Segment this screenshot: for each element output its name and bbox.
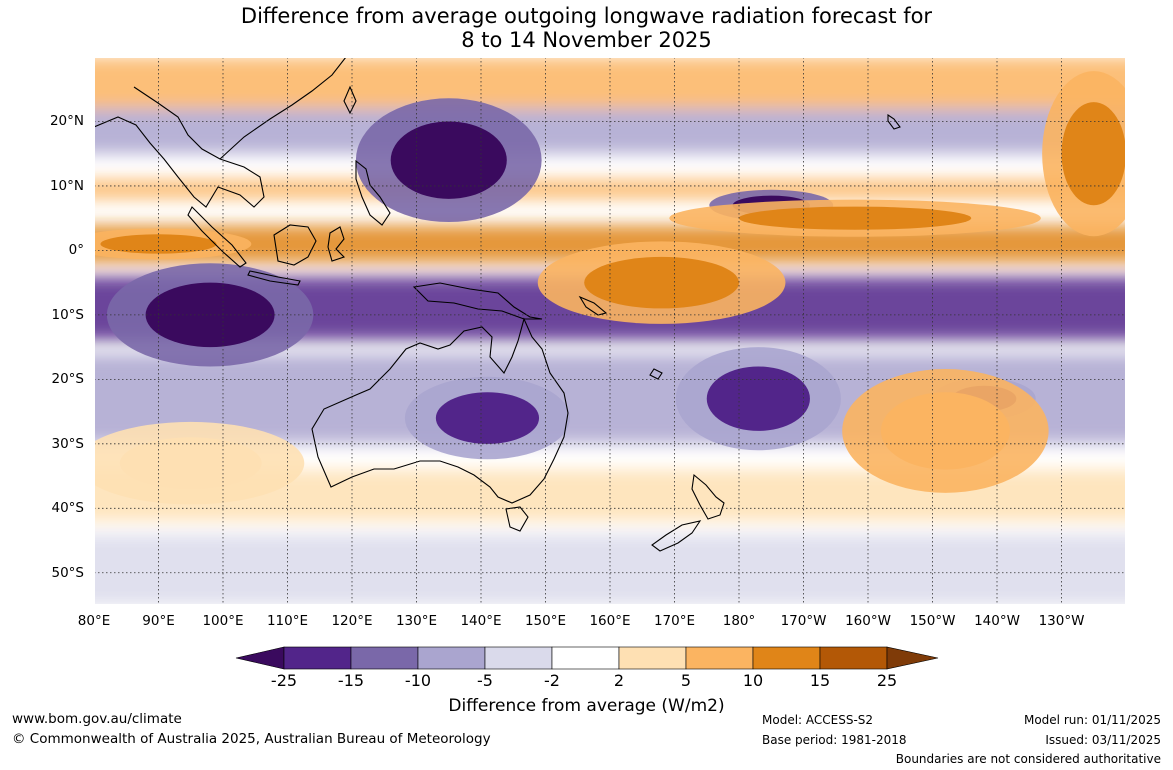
- anomaly-core-7: [706, 366, 810, 431]
- anomaly-core-11: [119, 437, 262, 489]
- colorbar-tick-label: -25: [270, 671, 298, 690]
- anomaly-core-6: [1061, 102, 1126, 206]
- colorbar-segment: [283, 646, 352, 670]
- lon-tick-label: 130°W: [1038, 613, 1085, 629]
- map-title-line1: Difference from average outgoing longwav…: [240, 4, 933, 28]
- colorbar-segment: [685, 646, 754, 670]
- hawaii-coastline: [887, 113, 901, 130]
- anomaly-core-10: [880, 392, 1010, 470]
- graticule: [94, 57, 1126, 605]
- borneo-coastline: [273, 224, 317, 266]
- colorbar-segment: [618, 646, 687, 670]
- lat-tick-label: 40°S: [51, 500, 85, 517]
- lon-tick-label: 170°E: [653, 613, 696, 629]
- map-title-line2: 8 to 14 November 2025: [461, 28, 712, 52]
- colorbar-under-triangle: [235, 646, 285, 670]
- colorbar-tick-label: 25: [876, 671, 898, 690]
- lat-tick-label: 50°S: [51, 564, 85, 581]
- colorbar-tick-label: 10: [742, 671, 764, 690]
- colorbar-title: Difference from average (W/m2): [448, 696, 725, 716]
- tasmania-coastline: [505, 506, 529, 532]
- map-title: Difference from average outgoing longwav…: [0, 4, 1173, 52]
- map-border: [94, 57, 1126, 605]
- lon-tick-label: 150°E: [524, 613, 567, 629]
- lon-tick-label: 180°: [722, 613, 756, 629]
- model-name: Model: ACCESS-S2: [762, 713, 874, 727]
- lon-tick-label: 160°W: [845, 613, 891, 629]
- model-run-date: Model run: 01/11/2025: [1023, 713, 1161, 727]
- boundaries-disclaimer: Boundaries are not considered authoritat…: [895, 752, 1161, 766]
- lon-tick-label: 90°E: [142, 613, 175, 629]
- lat-tick-label: 10°S: [51, 306, 85, 323]
- anomaly-core-3: [584, 256, 739, 309]
- anomaly-core-0: [390, 121, 507, 199]
- colorbar-segment: [752, 646, 821, 670]
- colorbar-tick-label: 5: [680, 671, 692, 690]
- source-url[interactable]: www.bom.gov.au/climate: [12, 711, 182, 727]
- lat-tick-label: 20°S: [51, 371, 85, 388]
- northern-orange-band: [94, 57, 1126, 109]
- lon-tick-label: 160°E: [589, 613, 631, 629]
- philippines-coastline: [355, 159, 391, 226]
- sumatra-coastline: [187, 206, 247, 268]
- issued-date: Issued: 03/11/2025: [1045, 733, 1161, 747]
- new-zealand-south-coastline: [651, 520, 702, 552]
- indochina-coastline: [94, 86, 265, 208]
- lon-tick-label: 80°E: [77, 613, 111, 629]
- new-guinea-coastline: [412, 282, 543, 320]
- anomaly-core-4: [739, 206, 972, 230]
- lon-tick-label: 110°E: [266, 613, 309, 629]
- new-zealand-north-coastline: [691, 473, 725, 520]
- colorbar-over-triangle: [886, 646, 939, 670]
- lon-tick-label: 130°E: [395, 613, 438, 629]
- colorbar-tick-label: -2: [544, 671, 560, 690]
- copyright-notice: © Commonwealth of Australia 2025, Austra…: [12, 731, 491, 747]
- lon-tick-label: 140°E: [460, 613, 502, 629]
- australia-coastline: [311, 317, 569, 504]
- sulawesi-coastline: [327, 226, 346, 262]
- java-coastline: [247, 270, 301, 286]
- colorbar-tick-label: 2: [613, 671, 625, 690]
- lat-tick-label: 0°: [68, 242, 84, 259]
- coastlines: [94, 57, 901, 552]
- colorbar-segment: [417, 646, 486, 670]
- lon-tick-label: 170°W: [780, 613, 827, 629]
- anomaly-core-5: [100, 234, 217, 254]
- colorbar-segment: [819, 646, 888, 670]
- colorbar-segment: [350, 646, 419, 670]
- colorbar-tick-label: 15: [809, 671, 831, 690]
- lon-tick-label: 100°E: [202, 613, 244, 629]
- lat-tick-label: 30°S: [51, 435, 85, 452]
- colorbar-segment: [551, 646, 620, 670]
- colorbar-tick-label: -10: [404, 671, 432, 690]
- lat-tick-label: 10°N: [49, 177, 84, 194]
- colorbar-tick-label: -15: [337, 671, 365, 690]
- colorbar-segment: [484, 646, 553, 670]
- lon-tick-label: 150°W: [909, 613, 956, 629]
- solomon-islands-coastline: [578, 295, 608, 316]
- lat-tick-label: 20°N: [49, 113, 84, 130]
- base-period: Base period: 1981-2018: [762, 733, 907, 747]
- lon-tick-label: 140°W: [974, 613, 1020, 629]
- lon-tick-label: 120°E: [331, 613, 373, 629]
- colorbar-tick-label: -5: [477, 671, 493, 690]
- map-panel: [94, 57, 1126, 605]
- anomaly-core-8: [435, 392, 540, 444]
- china-coastline: [219, 57, 347, 160]
- northern-purple-band: [94, 108, 1126, 154]
- taiwan-coastline: [343, 85, 357, 115]
- olr-anomaly-map: [94, 57, 1126, 605]
